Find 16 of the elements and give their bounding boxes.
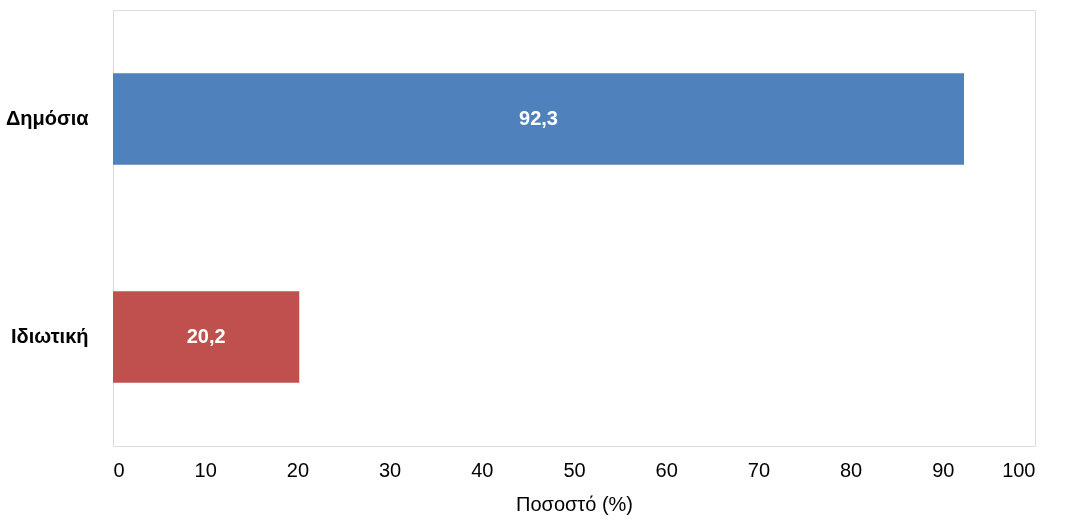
data-label: 92,3 — [519, 107, 558, 129]
x-tick-label: 20 — [286, 458, 310, 481]
x-tick-label: 40 — [471, 458, 494, 481]
x-tick-label: 50 — [563, 458, 586, 481]
y-tick-label: Δημόσια — [5, 107, 90, 129]
x-tick-label: 0 — [113, 458, 125, 481]
x-tick-label: 30 — [378, 458, 402, 481]
x-tick-label: 10 — [194, 458, 217, 481]
x-tick-label: 90 — [932, 458, 955, 481]
x-tick-label: 100 — [1002, 458, 1036, 481]
x-tick-label: 70 — [747, 458, 771, 481]
x-axis-title: Ποσοστό (%) — [515, 492, 634, 515]
y-tick-label: Ιδιωτική — [11, 325, 89, 347]
data-label: 20,2 — [186, 325, 226, 347]
x-tick-label: 80 — [839, 458, 863, 481]
x-tick-label: 60 — [655, 458, 678, 481]
